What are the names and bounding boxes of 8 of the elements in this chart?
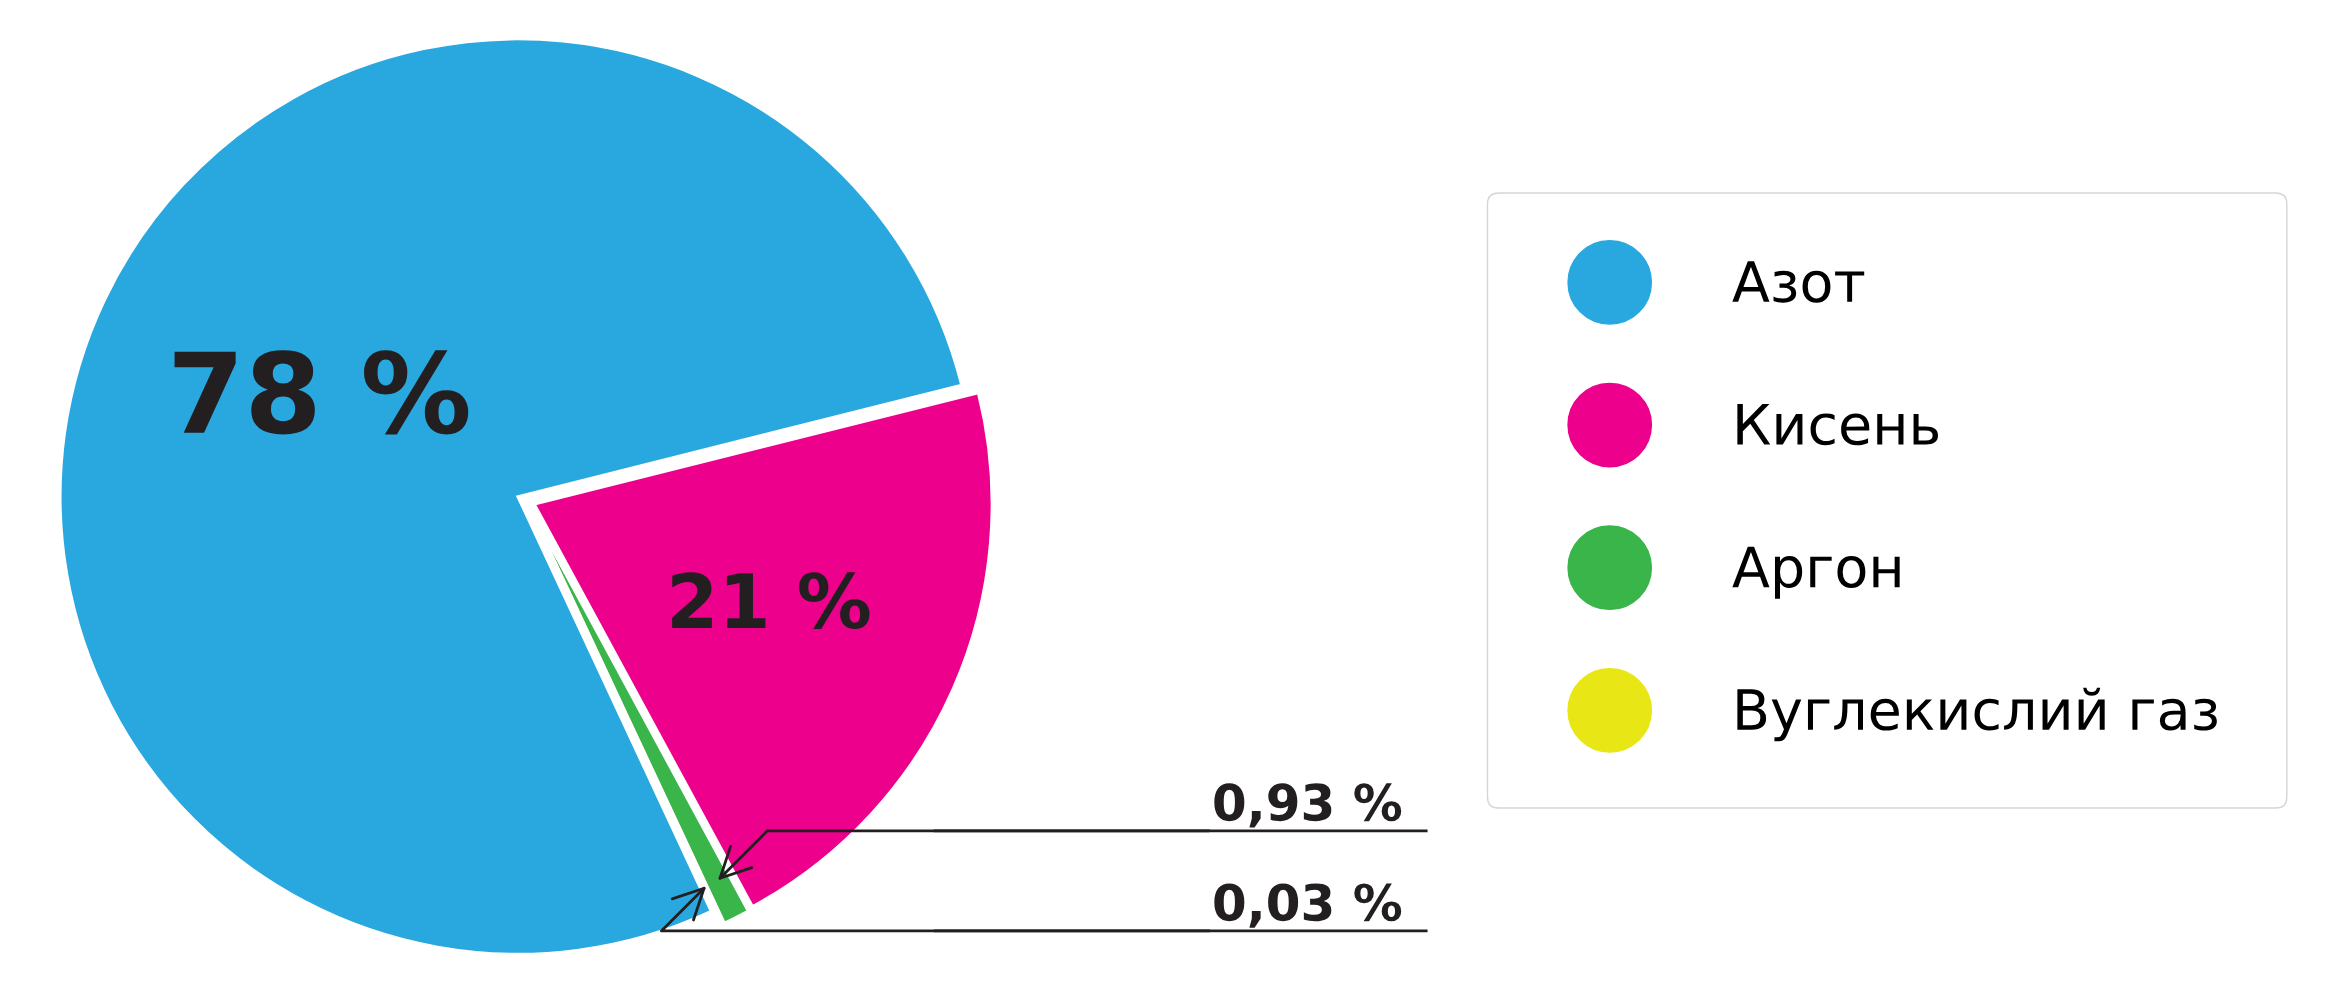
data-label: 0,93 %: [1214, 783, 1402, 828]
legend-label: Вуглекислий газ: [1737, 687, 2217, 742]
data-label: 21 %: [672, 572, 870, 630]
data-label: 78 %: [174, 350, 469, 435]
legend-label: Азот: [1732, 261, 1865, 303]
legend-label: Кисень: [1737, 404, 1938, 446]
data-label: 0,03 %: [1214, 883, 1402, 928]
legend-label: Аргон: [1732, 546, 1900, 599]
